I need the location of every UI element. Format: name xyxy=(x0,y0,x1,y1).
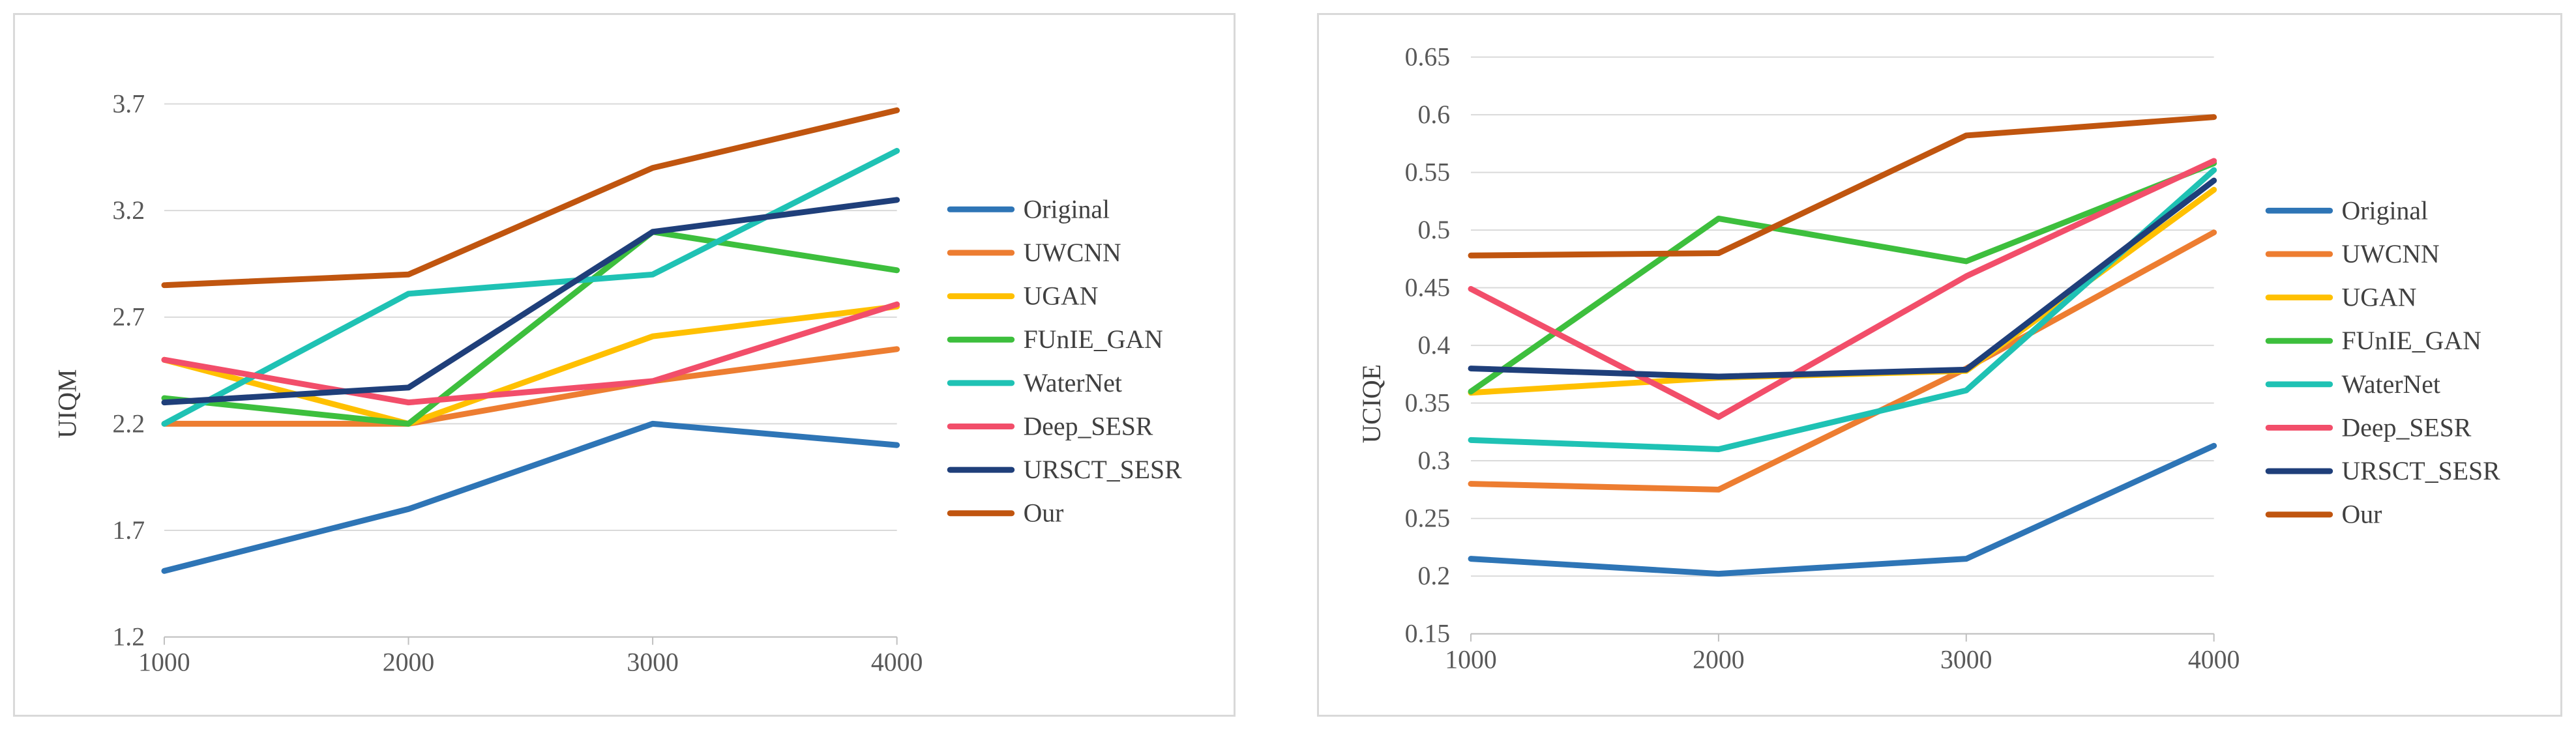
uiqm-series-line-original xyxy=(161,420,900,574)
uiqm-y-axis-title: UIQM xyxy=(53,369,82,438)
uciqe-y-tick-labels: 0.15 0.2 0.25 0.3 0.35 0.4 0.45 0.5 0.55 0.6 0.65 xyxy=(1405,43,1451,648)
uiqm-series-line-ugan xyxy=(161,303,900,427)
uciqe-y-tick-0-5: 0.5 xyxy=(1417,216,1450,244)
uciqe-x-tick-2000: 2000 xyxy=(1693,645,1745,674)
uciqe-y-tick-0-65: 0.65 xyxy=(1405,43,1451,72)
uciqe-chart-panel: 0.15 0.2 0.25 0.3 0.35 0.4 0.45 0.5 0.55 0.6 0.65 1… xyxy=(1317,13,2562,717)
uciqe-line-chart: 0.15 0.2 0.25 0.3 0.35 0.4 0.45 0.5 0.55 0.6 0.65 1… xyxy=(1357,43,2501,674)
uiqm-y-tick-2-7: 2.7 xyxy=(112,303,145,332)
uciqe-y-tick-0-45: 0.45 xyxy=(1405,274,1451,302)
uciqe-series-lines xyxy=(1468,114,2217,577)
uciqe-series-line-original xyxy=(1468,442,2217,577)
uciqe-legend: Original UWCNN UGAN FUnIE_GAN WaterNet Deep_S… xyxy=(2265,196,2501,529)
uiqm-y-tick-labels: 1.2 1.7 2.2 2.7 3.2 3.7 xyxy=(112,89,145,651)
uiqm-chart-panel: 1.2 1.7 2.2 2.7 3.2 3.7 1000 2000 3000 4000 UIQM Or… xyxy=(13,13,1236,717)
uiqm-series-line-deep-sesr xyxy=(161,301,900,406)
uciqe-y-tick-0-15: 0.15 xyxy=(1405,620,1451,648)
uciqe-legend-label-ursct-sesr: URSCT_SESR xyxy=(2342,457,2501,485)
uiqm-x-tick-3000: 3000 xyxy=(627,648,679,676)
uiqm-x-tick-2000: 2000 xyxy=(383,648,435,676)
uciqe-legend-label-ugan: UGAN xyxy=(2342,283,2417,312)
uiqm-line-chart: 1.2 1.7 2.2 2.7 3.2 3.7 1000 2000 3000 4000 UIQM Or… xyxy=(53,89,1183,676)
uiqm-gridlines xyxy=(164,103,897,638)
uciqe-legend-label-funie-gan: FUnIE_GAN xyxy=(2342,326,2481,355)
uciqe-x-tick-labels: 1000 2000 3000 4000 xyxy=(1445,633,2240,674)
uciqe-x-tick-4000: 4000 xyxy=(2188,645,2240,674)
uciqe-legend-label-our: Our xyxy=(2342,500,2382,529)
uiqm-legend: Original UWCNN UGAN FUnIE_GAN WaterNet Deep_S… xyxy=(947,195,1183,528)
uiqm-y-tick-1-7: 1.7 xyxy=(112,516,145,545)
uiqm-legend-label-waternet: WaterNet xyxy=(1024,369,1122,397)
uiqm-series-line-ursct-sesr xyxy=(161,197,900,406)
uciqe-series-line-deep-sesr xyxy=(1468,158,2217,420)
uiqm-legend-label-funie-gan: FUnIE_GAN xyxy=(1024,325,1163,354)
uciqe-legend-label-uwcnn: UWCNN xyxy=(2342,240,2440,268)
uciqe-y-tick-0-4: 0.4 xyxy=(1417,331,1450,360)
uciqe-y-tick-0-25: 0.25 xyxy=(1405,504,1451,533)
uciqe-y-axis-title: UCIQE xyxy=(1357,364,1386,444)
uciqe-y-tick-0-2: 0.2 xyxy=(1417,562,1450,590)
uciqe-series-line-uwcnn xyxy=(1468,229,2217,493)
uciqe-y-tick-0-55: 0.55 xyxy=(1405,158,1451,187)
uiqm-series-line-funie-gan xyxy=(161,229,900,427)
uiqm-legend-label-deep-sesr: Deep_SESR xyxy=(1024,412,1153,440)
uiqm-legend-label-our: Our xyxy=(1024,499,1064,528)
uiqm-x-tick-labels: 1000 2000 3000 4000 xyxy=(138,637,923,676)
uiqm-series-lines xyxy=(161,107,900,574)
uiqm-legend-label-original: Original xyxy=(1024,195,1110,223)
uiqm-legend-label-ursct-sesr: URSCT_SESR xyxy=(1024,455,1183,484)
uciqe-series-line-waternet xyxy=(1468,167,2217,452)
uciqe-y-tick-0-3: 0.3 xyxy=(1417,446,1450,475)
uciqe-x-tick-3000: 3000 xyxy=(1940,645,1992,674)
uciqe-x-tick-1000: 1000 xyxy=(1445,645,1497,674)
uiqm-series-line-uwcnn xyxy=(161,346,900,427)
uiqm-legend-label-ugan: UGAN xyxy=(1024,282,1099,311)
uciqe-y-tick-0-35: 0.35 xyxy=(1405,389,1451,418)
uiqm-y-tick-2-2: 2.2 xyxy=(112,409,145,438)
uiqm-y-tick-1-2: 1.2 xyxy=(112,623,145,652)
uciqe-legend-label-waternet: WaterNet xyxy=(2342,370,2440,399)
uciqe-y-tick-0-6: 0.6 xyxy=(1417,100,1450,129)
uiqm-y-tick-3-2: 3.2 xyxy=(112,196,145,225)
uciqe-legend-label-deep-sesr: Deep_SESR xyxy=(2342,413,2472,442)
uiqm-x-tick-1000: 1000 xyxy=(138,648,190,676)
uciqe-series-line-our xyxy=(1468,114,2217,259)
uciqe-series-line-ursct-sesr xyxy=(1468,177,2217,380)
uiqm-series-line-our xyxy=(161,107,900,289)
uciqe-series-line-funie-gan xyxy=(1468,160,2217,395)
uiqm-legend-label-uwcnn: UWCNN xyxy=(1024,238,1121,267)
uiqm-x-tick-4000: 4000 xyxy=(871,648,923,676)
uiqm-series-line-waternet xyxy=(161,148,900,427)
uiqm-y-tick-3-7: 3.7 xyxy=(112,89,145,118)
uciqe-legend-label-original: Original xyxy=(2342,196,2429,225)
